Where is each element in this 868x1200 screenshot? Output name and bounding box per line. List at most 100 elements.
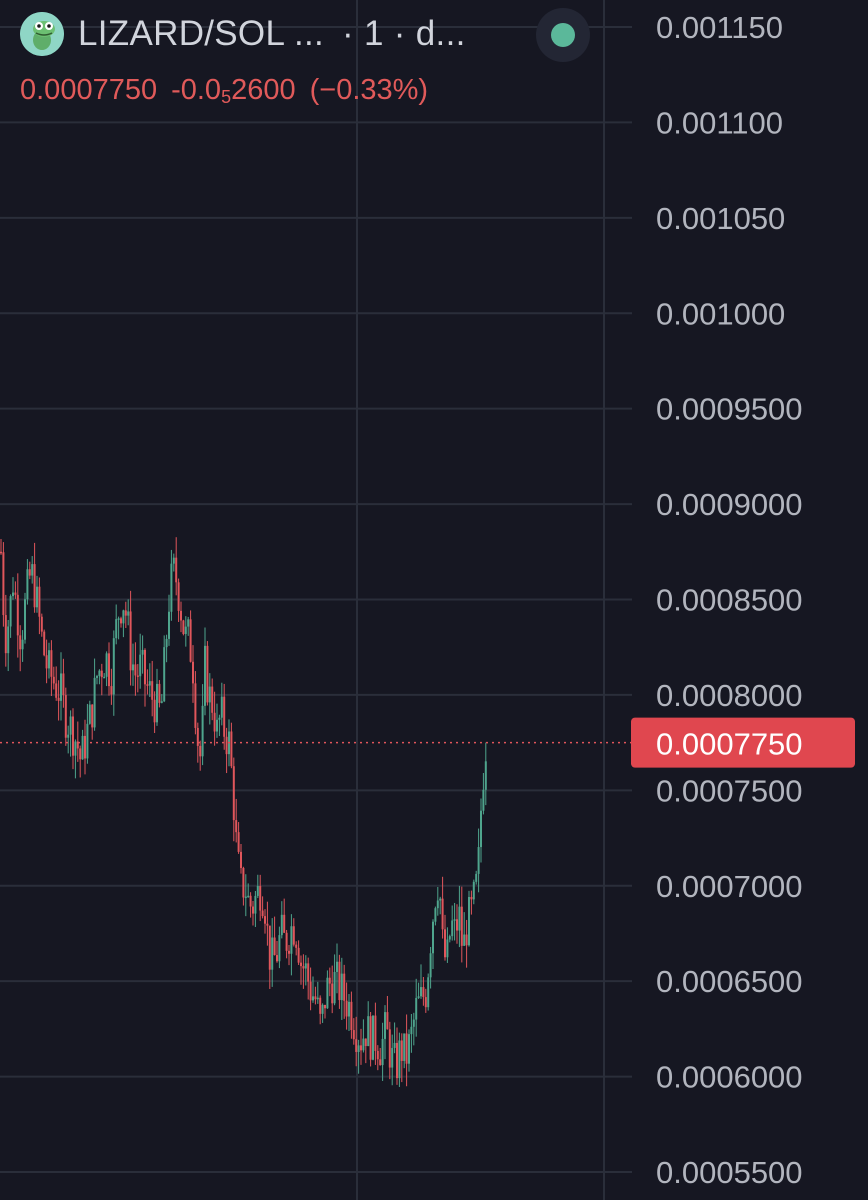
candle-body xyxy=(278,935,281,962)
candle-body xyxy=(127,611,130,616)
candle-body xyxy=(96,676,98,678)
candle-body xyxy=(408,1034,410,1064)
candle-body xyxy=(235,820,238,833)
candle-body xyxy=(220,696,223,718)
candle-body xyxy=(386,1012,389,1030)
candle-body xyxy=(393,1042,396,1048)
price-tick-label: 0.0006000 xyxy=(656,1060,803,1095)
candle-body xyxy=(264,916,266,924)
candle-body xyxy=(453,919,456,921)
candle-body xyxy=(475,873,478,882)
candle-body xyxy=(156,683,158,723)
candle-body xyxy=(36,586,38,608)
candle-body xyxy=(136,675,139,677)
price-tick-label: 0.001050 xyxy=(656,201,785,236)
symbol-title[interactable]: LIZARD/SOL ... · 1 · d... xyxy=(78,14,466,54)
price-tick-label: 0.001100 xyxy=(656,105,783,140)
lizard-logo-graphic xyxy=(20,12,64,56)
candle-body xyxy=(319,997,322,1014)
candle-body xyxy=(204,645,206,706)
candle-body xyxy=(434,908,437,922)
change-zero-count: 5 xyxy=(221,87,232,107)
chart-header: LIZARD/SOL ... · 1 · d... 0.0007750 -0.052… xyxy=(0,0,640,110)
candle-body xyxy=(9,596,12,627)
status-indicator-icon[interactable] xyxy=(536,8,590,62)
price-tick-label: 0.0006500 xyxy=(656,964,803,999)
candle-body xyxy=(405,1033,408,1064)
candle-body xyxy=(398,1040,401,1079)
candle-body xyxy=(446,939,449,958)
candle-body xyxy=(110,686,113,695)
candle-body xyxy=(117,618,120,620)
candle-body xyxy=(424,997,427,1008)
candle-body xyxy=(304,963,307,969)
candle-body xyxy=(170,563,173,612)
candle-body xyxy=(357,1045,360,1052)
candle-body xyxy=(88,704,91,724)
price-axis[interactable]: 0.001150 0.001100 0.001050 0.001000 0.000950… xyxy=(656,10,803,1190)
last-price: 0.0007750 xyxy=(20,74,158,106)
candle-body xyxy=(372,1015,374,1060)
candle-body xyxy=(465,934,468,946)
candle-body xyxy=(321,1004,324,1014)
candle-body xyxy=(328,977,331,984)
candle-body xyxy=(252,906,254,914)
candle-body xyxy=(139,654,142,677)
candle-body xyxy=(369,1016,372,1060)
candle-body xyxy=(292,926,295,945)
candle-body xyxy=(144,649,146,685)
candle-body xyxy=(120,618,122,624)
interval-label[interactable]: · 1 · d... xyxy=(342,14,466,53)
price-tick-label: 0.0007500 xyxy=(656,773,803,808)
candle-body xyxy=(98,670,101,677)
candle-body xyxy=(74,741,77,756)
candle-body xyxy=(444,929,446,958)
candle-body xyxy=(216,719,218,732)
candle-body xyxy=(415,997,418,1020)
candle-body xyxy=(62,673,65,696)
candle-body xyxy=(180,610,182,621)
candle-body xyxy=(472,881,475,900)
candle-body xyxy=(326,977,329,1009)
candle-body xyxy=(360,1045,362,1051)
candle-body xyxy=(134,664,137,676)
candle-body xyxy=(374,1015,377,1051)
candle-body xyxy=(52,676,55,684)
candle-body xyxy=(343,973,346,1001)
candle-body xyxy=(105,653,108,677)
current-price-label-bg xyxy=(631,717,855,768)
candle-body xyxy=(290,926,293,954)
price-tick-label: 0.0008500 xyxy=(656,583,803,618)
candle-body xyxy=(420,987,422,997)
candle-body xyxy=(201,705,204,757)
candle-body xyxy=(448,936,451,940)
candle-body xyxy=(84,735,86,759)
candle-body xyxy=(300,962,302,967)
candle-body xyxy=(307,963,310,982)
candle-body xyxy=(288,950,290,954)
candle-body xyxy=(206,645,209,703)
candle-body xyxy=(283,914,286,933)
candle-body xyxy=(132,664,134,671)
candle-body xyxy=(172,557,175,564)
candle-body xyxy=(345,1000,348,1017)
lizard-logo-icon xyxy=(20,12,64,56)
candle-body xyxy=(312,996,314,1001)
change-digits: 2600 xyxy=(231,74,296,106)
candle-body xyxy=(213,712,216,732)
candle-body xyxy=(348,1001,350,1017)
candle-body xyxy=(336,961,338,972)
symbol-name[interactable]: LIZARD/SOL ... xyxy=(78,14,325,53)
candle-body xyxy=(91,704,94,728)
candle-body xyxy=(158,683,161,703)
candle-body xyxy=(72,716,74,756)
candle-body xyxy=(153,699,156,723)
candle-body xyxy=(350,1001,353,1031)
candle-body xyxy=(177,582,180,611)
candle-body xyxy=(463,934,466,946)
candle-body xyxy=(148,681,151,686)
candle-body xyxy=(388,1029,391,1068)
candle-body xyxy=(309,981,312,1001)
candle-body xyxy=(43,631,46,656)
